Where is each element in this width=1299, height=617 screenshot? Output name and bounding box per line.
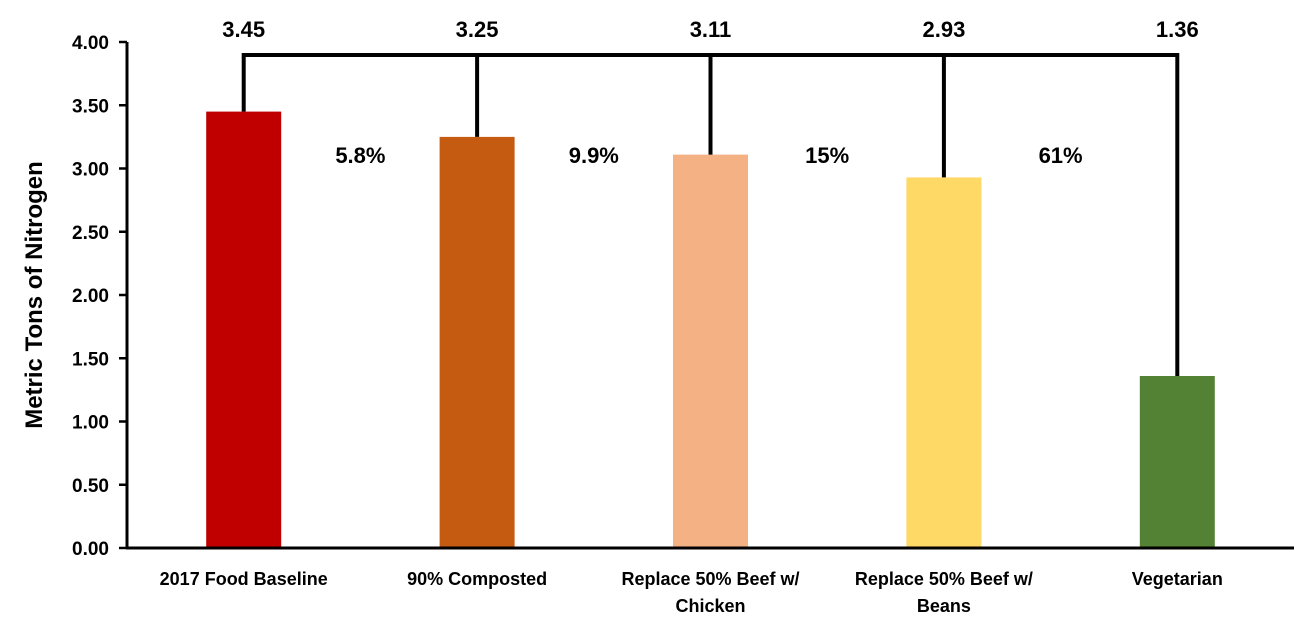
y-tick-label: 3.50: [72, 96, 109, 117]
reduction-percent-label: 61%: [1039, 143, 1083, 168]
reduction-percent-label: 15%: [805, 143, 849, 168]
bar: [206, 111, 282, 548]
comparison-bracket: [241, 53, 1180, 376]
x-category-label: Beans: [917, 596, 971, 616]
bar: [906, 177, 982, 548]
axes: [119, 40, 1294, 550]
y-tick-label: 0.00: [72, 539, 109, 560]
value-label: 1.36: [1156, 17, 1199, 42]
y-tick-label: 0.50: [72, 476, 109, 497]
value-label: 3.25: [456, 17, 499, 42]
y-axis-title: Metric Tons of Nitrogen: [21, 161, 48, 429]
bar: [1139, 376, 1215, 548]
y-tick-label: 3.00: [72, 160, 109, 181]
value-label: 3.11: [690, 17, 732, 42]
bars-layer: [206, 111, 1215, 548]
y-tick-label: 2.50: [72, 223, 109, 244]
reduction-percent-label: 5.8%: [335, 143, 385, 168]
bar: [439, 136, 515, 548]
reduction-percent-label: 9.9%: [569, 143, 619, 168]
bar: [673, 154, 748, 548]
x-category-label: Chicken: [675, 596, 745, 616]
x-category-label: 2017 Food Baseline: [160, 569, 328, 589]
value-label: 3.45: [222, 17, 265, 42]
labels-layer: 0.00 0.50 1.00 1.50 2.00 2.50 3.00 3.50 4.00 3.45…: [72, 17, 1223, 616]
value-label: 2.93: [922, 17, 965, 42]
x-category-label: Replace 50% Beef w/: [855, 569, 1033, 589]
y-tick-label: 1.50: [72, 349, 109, 370]
y-tick-label: 1.00: [72, 413, 109, 434]
y-tick-label: 4.00: [72, 33, 109, 54]
y-tick-label: 2.00: [72, 286, 109, 307]
x-category-label: 90% Composted: [407, 569, 547, 589]
x-category-label: Replace 50% Beef w/: [621, 569, 799, 589]
x-category-label: Vegetarian: [1132, 569, 1223, 589]
